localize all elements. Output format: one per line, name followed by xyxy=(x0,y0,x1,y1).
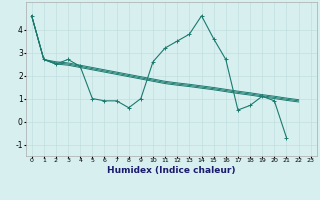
X-axis label: Humidex (Indice chaleur): Humidex (Indice chaleur) xyxy=(107,166,236,175)
